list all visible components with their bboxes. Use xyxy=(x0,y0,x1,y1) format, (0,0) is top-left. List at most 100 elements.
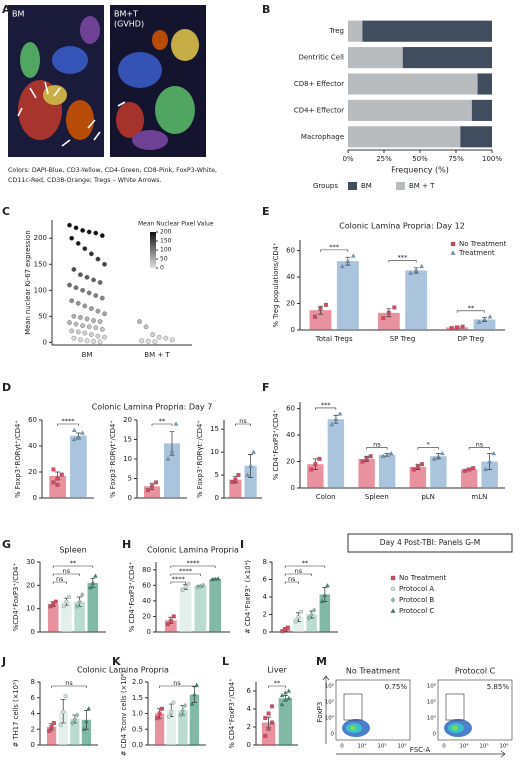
data-point xyxy=(322,592,328,597)
y-tick-label: 2 xyxy=(263,611,267,619)
data-point xyxy=(64,599,69,604)
axis-arrow xyxy=(322,675,330,744)
bar xyxy=(70,719,80,745)
gate-value: 5.85% xyxy=(487,683,510,691)
bar xyxy=(473,319,496,330)
y-tick-label: 0 xyxy=(128,494,132,502)
significance-label: *** xyxy=(329,243,340,251)
y-tick-label: 50 xyxy=(38,312,47,320)
data-point xyxy=(487,459,492,464)
legend-label: Protocol B xyxy=(399,596,434,604)
tissue-stain xyxy=(18,16,199,150)
data-point xyxy=(155,716,160,721)
bar xyxy=(278,698,293,745)
data-point xyxy=(171,614,176,619)
data-point xyxy=(286,695,291,700)
panel-letter: H xyxy=(122,538,131,551)
bar xyxy=(179,586,192,632)
data-point xyxy=(169,448,175,453)
bar xyxy=(154,713,165,745)
colorbar-tick-label: 0 xyxy=(160,265,164,272)
data-point xyxy=(84,718,89,723)
y-tick-label: 0 xyxy=(291,484,295,492)
data-point xyxy=(80,430,85,435)
y-tick-label: 8 xyxy=(31,678,35,686)
data-point xyxy=(63,694,68,699)
data-point xyxy=(390,575,396,581)
legend-swatch xyxy=(348,182,357,190)
bar-segment xyxy=(348,73,478,95)
bar xyxy=(229,479,242,498)
flow-title: No Treatment xyxy=(346,667,400,676)
significance-bracket xyxy=(284,581,299,584)
bar xyxy=(336,261,359,330)
bar xyxy=(61,601,72,632)
chart-title: Colonic Lamina Propria xyxy=(77,666,169,675)
data-point xyxy=(324,302,328,307)
bar xyxy=(194,586,207,632)
significance-bracket xyxy=(366,447,388,450)
data-point xyxy=(51,467,56,472)
x-tick-label: 50% xyxy=(412,155,428,163)
data-point xyxy=(152,339,158,345)
bar xyxy=(460,469,478,488)
bar-segment xyxy=(348,47,403,69)
bar xyxy=(74,601,85,632)
data-point xyxy=(210,577,215,582)
y-tick-label: 200 xyxy=(34,234,47,242)
data-point xyxy=(99,233,105,239)
significance-label: *** xyxy=(398,253,409,261)
y-tick-label: 20 xyxy=(26,581,35,589)
colorbar-title: Mean Nuclear Pixel Value xyxy=(138,221,214,228)
data-point xyxy=(150,484,154,489)
data-point xyxy=(49,724,54,729)
bar xyxy=(306,614,317,632)
y-tick-label: 20 xyxy=(286,458,295,466)
bar xyxy=(358,458,375,488)
significance-label: ns xyxy=(288,575,296,583)
data-point xyxy=(93,293,99,298)
data-point xyxy=(186,581,191,586)
data-point xyxy=(145,338,151,344)
y-tick-label: 2 xyxy=(247,723,251,731)
x-axis-label: FSC-A xyxy=(410,746,431,754)
data-point xyxy=(266,711,271,716)
bar xyxy=(319,594,331,632)
colorbar-tick-label: 50 xyxy=(160,256,168,263)
x-tick-label: 10⁶ xyxy=(397,743,407,750)
significance-bracket xyxy=(320,249,349,252)
data-point xyxy=(467,467,472,472)
data-point xyxy=(99,326,105,332)
data-point xyxy=(91,277,96,283)
x-tick-label: 10⁴ xyxy=(459,743,469,750)
y-tick-label: 20 xyxy=(286,300,295,308)
y-tick-label: Treg xyxy=(328,27,344,35)
x-tick-label: Colon xyxy=(316,493,336,501)
flow-title: Protocol C xyxy=(455,667,496,676)
data-point xyxy=(415,464,420,469)
data-point xyxy=(55,483,60,487)
significance-label: ** xyxy=(468,304,475,312)
data-point xyxy=(86,324,92,330)
significance-bracket xyxy=(170,573,201,576)
data-point xyxy=(51,480,56,485)
data-point xyxy=(381,316,386,321)
data-point xyxy=(95,308,101,314)
legend-label: BM xyxy=(361,182,372,190)
y-tick-label: 10⁵ xyxy=(427,699,436,706)
data-point xyxy=(73,285,79,291)
bar xyxy=(47,604,59,632)
data-point xyxy=(73,225,79,231)
y-tick-label: CD4+ Effector xyxy=(294,106,344,114)
caption: Colors: DAPI-Blue, CD3-Yellow, CD4-Green… xyxy=(8,167,217,174)
data-point xyxy=(143,324,149,330)
data-point xyxy=(351,253,356,258)
data-point xyxy=(390,586,396,592)
data-point xyxy=(178,712,183,718)
data-point xyxy=(380,453,386,458)
significance-bracket xyxy=(235,423,251,426)
significance-label: **** xyxy=(62,417,76,425)
data-point xyxy=(306,615,311,621)
data-point xyxy=(279,693,285,698)
data-point xyxy=(309,467,314,472)
